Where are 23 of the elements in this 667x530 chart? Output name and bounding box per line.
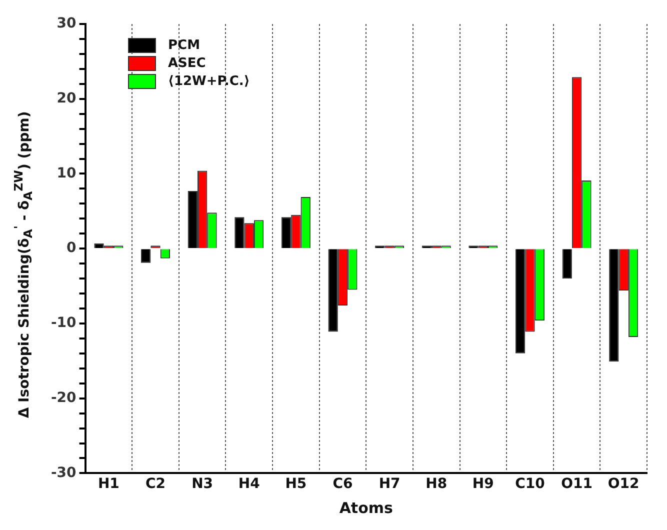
y-tick-label: 30 <box>56 16 77 32</box>
x-tick-label: C6 <box>332 476 353 492</box>
x-tick-label: C2 <box>146 476 166 492</box>
x-tick-label: O12 <box>608 476 640 492</box>
x-tick-label: H8 <box>426 476 448 492</box>
y-tick-label: 20 <box>56 90 77 107</box>
x-tick-label: H9 <box>472 476 494 492</box>
y-tick-label: -20 <box>50 390 77 406</box>
x-tick-label: N3 <box>192 476 214 492</box>
legend-label: ⟨12W+P.C.⟩ <box>168 74 250 89</box>
legend-label: PCM <box>168 38 200 53</box>
x-tick-label: H7 <box>378 476 400 492</box>
y-tick-label: 0 <box>66 240 77 256</box>
x-tick-label: O11 <box>561 476 592 492</box>
x-tick-label: H5 <box>285 476 307 492</box>
legend-label: ASEC <box>168 56 206 71</box>
x-tick-label: H4 <box>238 476 260 492</box>
y-tick-label: 10 <box>56 165 77 182</box>
y-tick-label: -30 <box>50 464 77 481</box>
x-tick-label: C10 <box>515 476 546 492</box>
y-tick-label: -10 <box>50 315 77 332</box>
x-tick-label: H1 <box>98 476 120 492</box>
x-axis-title: Atoms <box>339 498 394 517</box>
